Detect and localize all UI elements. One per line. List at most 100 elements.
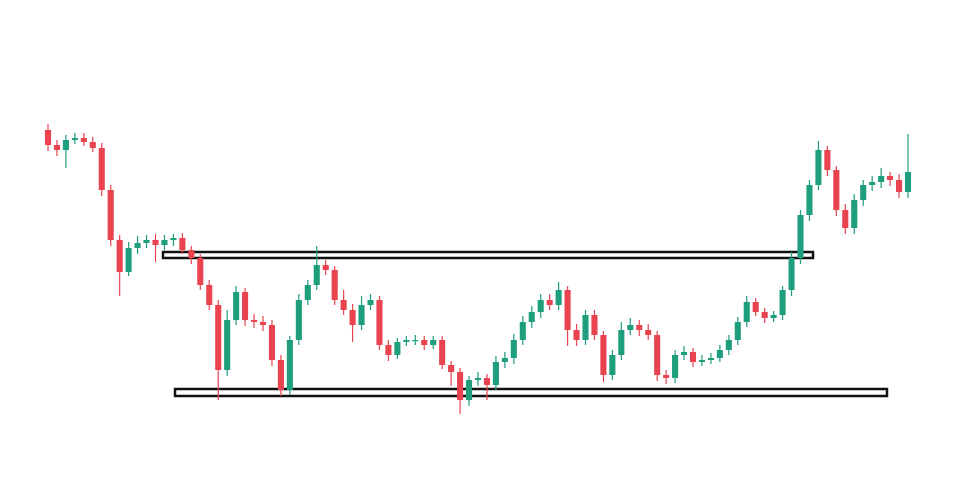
candle-body [806, 185, 813, 215]
candle-body [215, 305, 222, 370]
candle-body [116, 240, 123, 272]
candle-body [179, 238, 186, 250]
candle-body [430, 340, 437, 345]
candle-body [143, 240, 150, 243]
candle-body [268, 325, 276, 360]
candle-body [564, 290, 571, 330]
resistance-zone [161, 250, 815, 260]
candle-body [725, 340, 732, 350]
candle-body [519, 322, 526, 340]
candle-body [170, 238, 177, 240]
candle-body [80, 138, 87, 142]
candle-body [698, 360, 706, 362]
candle-body [510, 340, 517, 358]
candle-body [895, 180, 903, 192]
candle-body [53, 145, 61, 150]
candle-body [89, 142, 96, 148]
candle-body [582, 315, 589, 340]
candle-body [627, 325, 634, 330]
candle-body [233, 292, 240, 320]
candle-body [188, 250, 195, 258]
candle-body [761, 312, 768, 318]
candle-body [439, 340, 446, 365]
candle-body [788, 258, 795, 290]
candle-body [358, 305, 365, 325]
candle-body [197, 258, 204, 285]
candle-body [483, 378, 491, 385]
candle-body [98, 148, 105, 190]
candle-body [448, 365, 455, 372]
candle-body [340, 300, 347, 310]
candle-body [259, 322, 267, 325]
candle-body [71, 138, 78, 140]
candle-body [833, 170, 840, 210]
candle-body [842, 210, 849, 228]
candle-body [609, 355, 616, 375]
candle-body [618, 330, 625, 355]
candle-body [385, 345, 392, 355]
candle-body [224, 320, 231, 370]
candle-body [313, 265, 320, 285]
candle-body [250, 320, 258, 322]
candle-body [707, 358, 714, 360]
candle-body [501, 358, 508, 362]
candle-body [44, 130, 52, 145]
candle-body [680, 352, 688, 355]
candle-body [474, 378, 482, 380]
candle-body [860, 185, 867, 200]
candle-body [770, 315, 777, 318]
candles [44, 124, 912, 414]
candle-body [304, 285, 311, 300]
candle-body [286, 340, 293, 390]
candle-body [412, 340, 419, 342]
candle-body [591, 315, 598, 335]
candle-body [492, 362, 499, 385]
candle-body [600, 335, 607, 375]
candle-body [887, 176, 894, 180]
candle-body [62, 140, 69, 150]
candle-body [242, 292, 249, 320]
candle-body [152, 240, 159, 245]
candle-body [555, 290, 562, 305]
candle-body [457, 372, 464, 400]
candle-body [394, 342, 401, 355]
candle-body [815, 150, 822, 185]
candle-body [743, 302, 750, 322]
candle-body [663, 375, 670, 378]
candle-body [367, 300, 374, 305]
candle-body [824, 150, 831, 170]
candle-body [904, 172, 912, 192]
candle-body [869, 182, 876, 185]
candle-body [878, 176, 885, 182]
candle-body [734, 322, 741, 340]
candle-body [465, 380, 473, 400]
candle-body [403, 340, 410, 342]
candle-body [421, 340, 428, 345]
candle-body [125, 248, 132, 272]
candle-body [573, 330, 580, 340]
candle-body [779, 290, 786, 315]
candle-body [716, 350, 723, 358]
candle-body [672, 355, 679, 378]
candle-body [636, 325, 643, 330]
candle-body [161, 240, 168, 245]
candle-body [331, 270, 338, 300]
candle-body [277, 360, 284, 390]
candle-body [689, 352, 697, 362]
candle-body [107, 190, 114, 240]
candle-body [349, 310, 356, 325]
candle-body [322, 265, 329, 270]
candle-body [645, 330, 652, 335]
candle-body [206, 285, 213, 305]
candle-body [851, 200, 858, 228]
candle-body [546, 300, 553, 305]
candle-body [752, 302, 759, 312]
support-zone [173, 387, 889, 398]
candle-body [376, 300, 383, 345]
candle-body [528, 312, 535, 322]
candle-body [537, 300, 544, 312]
candle-body [134, 243, 141, 248]
candle-body [797, 215, 804, 258]
